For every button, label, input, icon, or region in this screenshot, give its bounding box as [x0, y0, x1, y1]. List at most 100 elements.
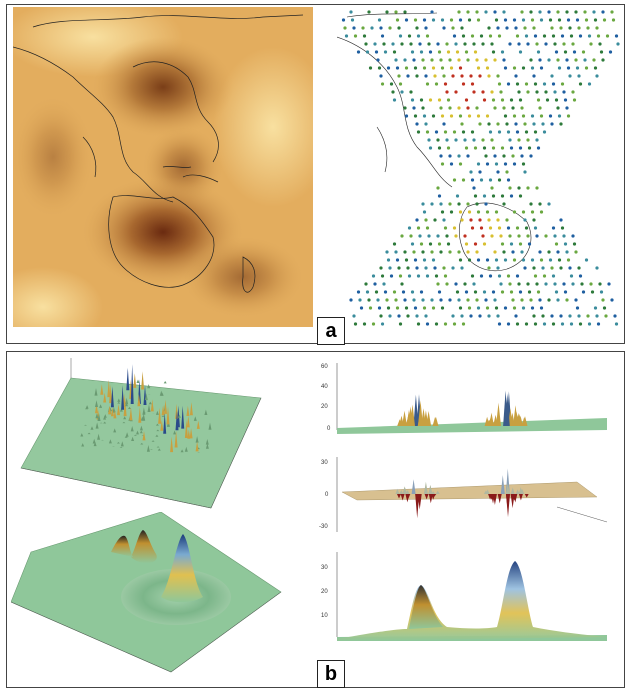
scatter-point [437, 290, 442, 294]
scatter-point [413, 18, 418, 22]
surface-spike [151, 440, 155, 442]
scatter-point [559, 26, 563, 30]
profile-peak [400, 494, 405, 501]
scatter-point [539, 114, 544, 118]
scatter-point [454, 138, 458, 142]
profile-peak [515, 489, 520, 494]
scatter-point [380, 274, 385, 278]
scatter-point [524, 130, 529, 134]
scatter-point [604, 314, 608, 318]
scatter-point [560, 34, 565, 38]
surface-spike [142, 407, 146, 415]
scatter-point [470, 130, 475, 134]
scatter-point [575, 18, 580, 22]
scatter-point [491, 50, 496, 54]
scatter-point [506, 178, 511, 182]
scatter-point [431, 306, 436, 310]
scatter-point [593, 306, 598, 310]
surface-spike [125, 397, 129, 405]
profile-middle-peaks [395, 468, 529, 519]
noisy-surface-spikes [80, 364, 212, 453]
scatter-point [410, 242, 415, 246]
scatter-point [416, 274, 421, 278]
tick-label: 20 [321, 404, 328, 410]
scatter-point [566, 258, 571, 262]
scatter-point [479, 34, 484, 38]
scatter-point [571, 234, 575, 238]
scatter-point [443, 130, 448, 134]
scatter-point [514, 122, 518, 126]
scatter-point [526, 42, 530, 46]
scatter-point [511, 106, 515, 110]
surface-spike [189, 402, 193, 416]
scatter-point [425, 274, 430, 278]
scatter-point [440, 114, 445, 118]
scatter-point [521, 162, 526, 166]
scatter-point [502, 250, 506, 254]
scatter-point [343, 26, 347, 30]
scatter-point [452, 226, 457, 230]
scatter-point [461, 322, 466, 326]
scatter-point [551, 34, 556, 38]
scatter-point [464, 98, 469, 102]
scatter-point [350, 18, 355, 22]
profile-peak [428, 485, 433, 494]
scatter-point [533, 274, 538, 278]
scatter-point [554, 290, 559, 294]
scatter-point [571, 282, 575, 286]
surface-spike [103, 392, 107, 403]
scatter-point [397, 74, 401, 78]
scatter-point [469, 74, 473, 78]
scatter-point [385, 10, 389, 14]
scatter-point [442, 266, 446, 270]
scatter-point [518, 290, 523, 294]
panel-a: a [6, 4, 625, 345]
profile-peak [518, 415, 523, 426]
scatter-point [455, 290, 460, 294]
scatter-point [419, 242, 424, 246]
scatter-point [403, 250, 407, 254]
scatter-point [431, 18, 436, 22]
scatter-point [430, 10, 434, 14]
scatter-point [526, 234, 530, 238]
scatter-point [610, 10, 614, 14]
scatter-point [443, 82, 448, 86]
surface-spike [139, 425, 143, 431]
surface-spike [119, 408, 123, 412]
scatter-point [391, 90, 395, 94]
surface-spike [141, 371, 145, 390]
scatter-point [571, 42, 575, 46]
scatter-point [448, 298, 452, 302]
profile-peak [485, 489, 490, 494]
scatter-point [563, 50, 568, 54]
scatter-point [574, 298, 578, 302]
scatter-point [587, 82, 592, 86]
scatter-point [521, 18, 526, 22]
scatter-point [472, 42, 476, 46]
scatter-point [472, 282, 476, 286]
surface-spike [123, 416, 127, 420]
scatter-point [590, 290, 595, 294]
scatter-point [521, 114, 526, 118]
scatter-point [436, 282, 440, 286]
scatter-point [557, 18, 562, 22]
scatter-point [479, 226, 484, 230]
scatter-point [538, 106, 542, 110]
scatter-point [535, 90, 539, 94]
surface-spike [108, 439, 112, 444]
shaded-map [13, 7, 313, 327]
scatter-point [473, 146, 478, 150]
scatter-point [565, 250, 569, 254]
scatter-point [451, 26, 455, 30]
scatter-point [481, 234, 485, 238]
profile-peak [406, 409, 412, 426]
scatter-point [401, 290, 406, 294]
scatter-point [563, 98, 568, 102]
scatter-point [485, 210, 490, 214]
scatter-point [463, 42, 467, 46]
scatter-point [565, 10, 569, 14]
scatter-point [524, 34, 529, 38]
scatter-point [353, 34, 358, 38]
tick-label: 40 [321, 384, 328, 390]
scatter-point [500, 290, 505, 294]
